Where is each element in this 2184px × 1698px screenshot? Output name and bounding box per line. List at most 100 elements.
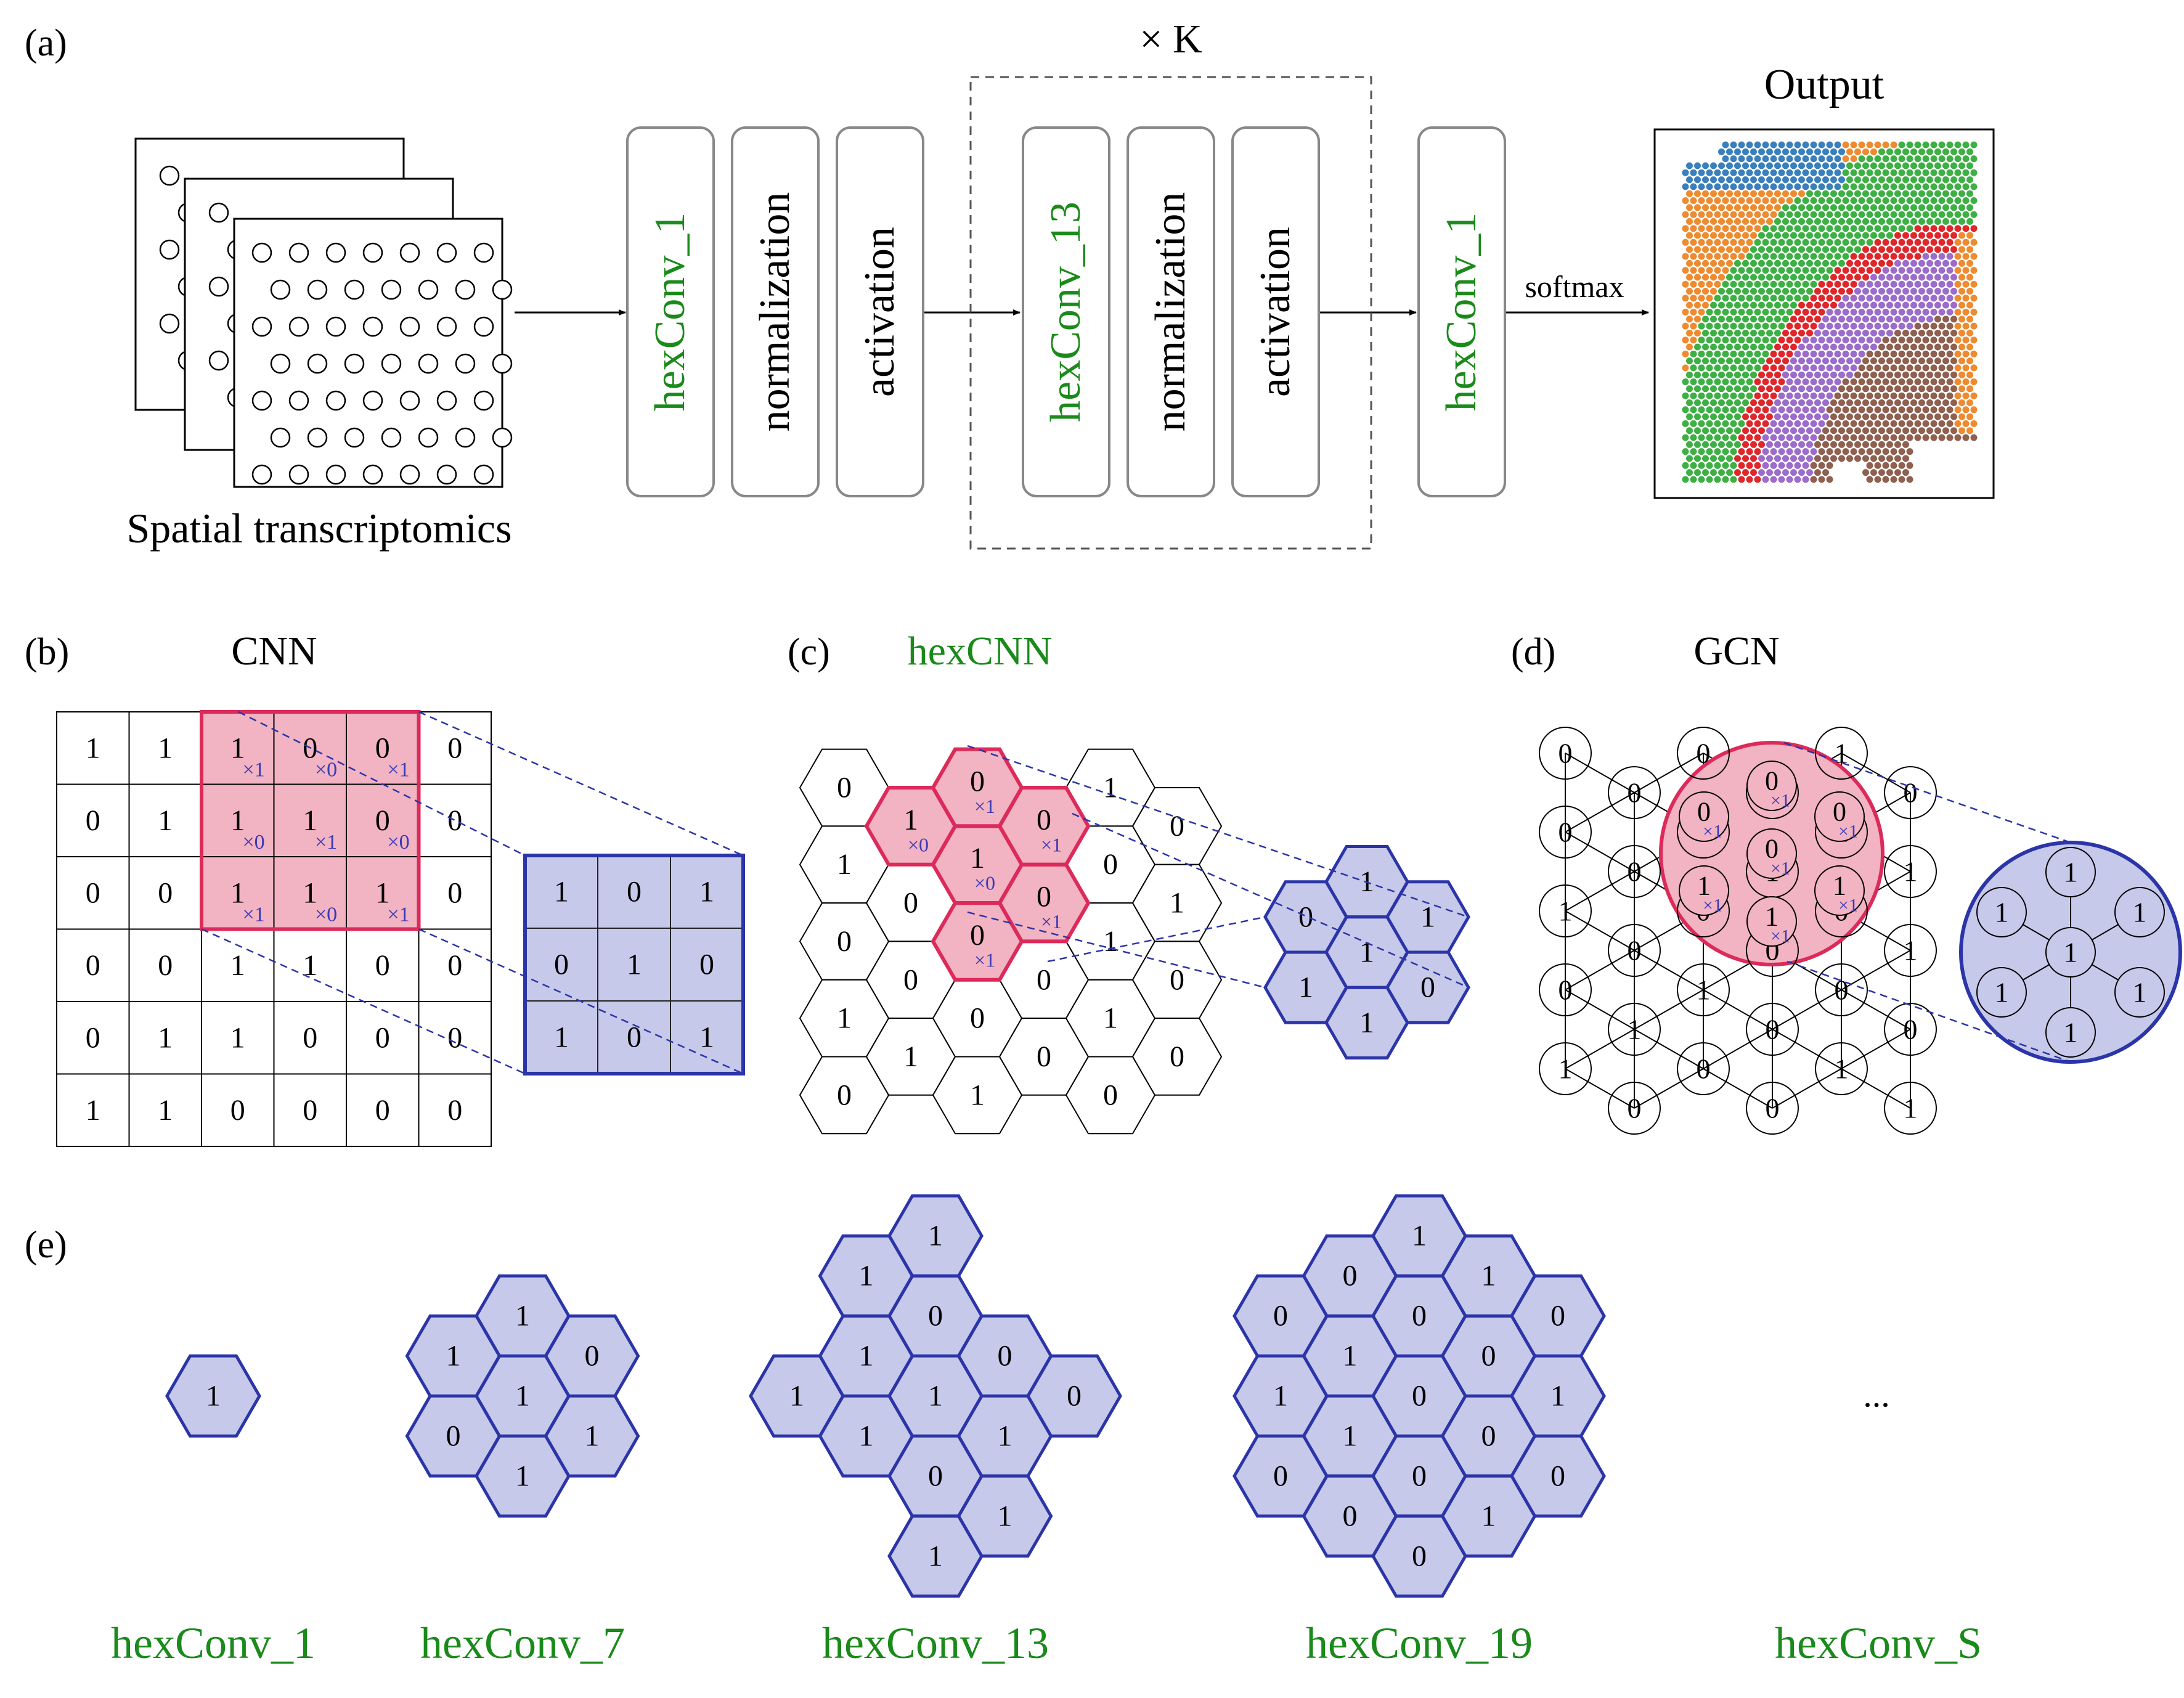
tissue-spot xyxy=(1774,441,1781,448)
tissue-spot xyxy=(1830,274,1837,281)
tissue-spot xyxy=(1870,204,1877,211)
tissue-spot xyxy=(1742,316,1749,323)
cnn-cell-value: 0 xyxy=(303,1094,317,1127)
tissue-spot xyxy=(1894,413,1901,420)
tissue-spot xyxy=(1878,385,1885,393)
tissue-spot xyxy=(1814,413,1821,420)
tissue-spot xyxy=(1834,434,1841,441)
tissue-spot xyxy=(1798,316,1805,323)
tissue-spot xyxy=(1806,176,1813,184)
gcn-node-value: 1 xyxy=(1904,935,1918,966)
tissue-spot xyxy=(1750,218,1757,225)
tissue-spot xyxy=(1810,155,1817,163)
tissue-spot xyxy=(1722,476,1729,483)
tissue-spot xyxy=(1926,399,1933,406)
tissue-spot xyxy=(1694,399,1701,406)
tissue-spot xyxy=(1766,316,1773,323)
tissue-spot xyxy=(1778,225,1785,232)
tissue-spot xyxy=(1858,141,1865,149)
gcn-output-value: 1 xyxy=(2064,857,2078,888)
slide-spot xyxy=(362,464,383,485)
tissue-spot xyxy=(1774,288,1781,295)
tissue-spot xyxy=(1826,406,1833,414)
cnn-cell xyxy=(418,1073,492,1147)
tissue-spot xyxy=(1902,274,1909,281)
tissue-spot xyxy=(1718,176,1725,184)
tissue-spot xyxy=(1694,385,1701,393)
tissue-spot xyxy=(1758,357,1765,365)
tissue-spot xyxy=(1822,427,1829,435)
tissue-spot xyxy=(1818,169,1825,176)
tissue-spot xyxy=(1846,204,1853,211)
tissue-spot xyxy=(1774,162,1781,169)
tissue-spot xyxy=(1710,232,1717,239)
hexcnn-cell-value: 1 xyxy=(903,804,918,836)
tissue-spot xyxy=(1902,441,1909,448)
tissue-spot xyxy=(1838,455,1845,462)
gcn-node xyxy=(1884,766,1937,819)
tissue-spot xyxy=(1702,455,1709,462)
slide-spot xyxy=(381,427,402,448)
tissue-spot xyxy=(1730,350,1737,357)
tissue-spot xyxy=(1846,301,1853,309)
kernel-0: 1 xyxy=(165,1354,261,1438)
gcn-node xyxy=(1539,1042,1592,1095)
tissue-spot xyxy=(1810,434,1817,441)
cnn-cell-value: 0 xyxy=(375,732,390,764)
kernel-cell-value: 0 xyxy=(928,1300,943,1333)
tissue-spot xyxy=(1822,259,1829,267)
tissue-spot xyxy=(1934,357,1941,365)
kernel-cell-value: 1 xyxy=(206,1380,221,1413)
gcn-node-value: 0 xyxy=(1697,738,1711,769)
slide-spot xyxy=(492,427,513,448)
tissue-spot xyxy=(1838,218,1845,225)
tissue-spot xyxy=(1758,274,1765,281)
tissue-spot xyxy=(1794,211,1801,218)
tissue-spot xyxy=(1954,155,1962,163)
tissue-spot xyxy=(1914,295,1921,302)
tissue-spot xyxy=(1874,350,1881,357)
tissue-spot xyxy=(1794,280,1801,288)
tissue-spot xyxy=(1794,350,1801,357)
hexcnn-receptive-border xyxy=(864,786,958,867)
tissue-spot xyxy=(1838,176,1845,184)
tissue-spot xyxy=(1962,267,1970,274)
layer-box-2: activation xyxy=(836,126,924,497)
tissue-spot xyxy=(1906,308,1913,316)
panel-b: (b) CNN 11100001110000111000110001100011… xyxy=(25,629,745,1147)
kernel-cell-value: 1 xyxy=(789,1380,804,1413)
tissue-spot xyxy=(1822,148,1829,155)
tissue-spot xyxy=(1770,406,1777,414)
tissue-spot xyxy=(1794,434,1801,441)
kernel-cell-value: 0 xyxy=(1550,1300,1565,1333)
tissue-spot xyxy=(1806,385,1813,393)
gcn-node xyxy=(1884,1082,1937,1135)
tissue-spot xyxy=(1922,211,1929,218)
tissue-spot xyxy=(1838,190,1845,197)
tissue-spot xyxy=(1694,343,1701,351)
tissue-spot xyxy=(1922,322,1929,330)
tissue-spot xyxy=(1826,267,1833,274)
tissue-spot xyxy=(1786,448,1793,455)
tissue-spot xyxy=(1942,232,1949,239)
tissue-spot xyxy=(1774,204,1781,211)
tissue-spot xyxy=(1962,295,1970,302)
tissue-spot xyxy=(1758,385,1765,393)
tissue-spot xyxy=(1822,176,1829,184)
tissue-spot xyxy=(1842,295,1849,302)
tissue-spot xyxy=(1690,378,1697,385)
tissue-spot xyxy=(1774,176,1781,184)
tissue-spot xyxy=(1962,155,1970,163)
tissue-spot xyxy=(1970,141,1978,149)
tissue-spot xyxy=(1790,148,1797,155)
tissue-spot xyxy=(1686,204,1693,211)
hexcnn-weight: ×1 xyxy=(1041,833,1062,855)
tissue-spot xyxy=(1822,455,1829,462)
tissue-spot xyxy=(1822,288,1829,295)
hexcnn-cell-value: 1 xyxy=(903,1040,918,1073)
hexcnn-cell-value: 0 xyxy=(1170,963,1184,996)
cnn-output-value: 1 xyxy=(699,1021,714,1054)
tissue-spot xyxy=(1890,225,1897,232)
tissue-spot xyxy=(1694,316,1701,323)
tissue-spot xyxy=(1834,155,1841,163)
